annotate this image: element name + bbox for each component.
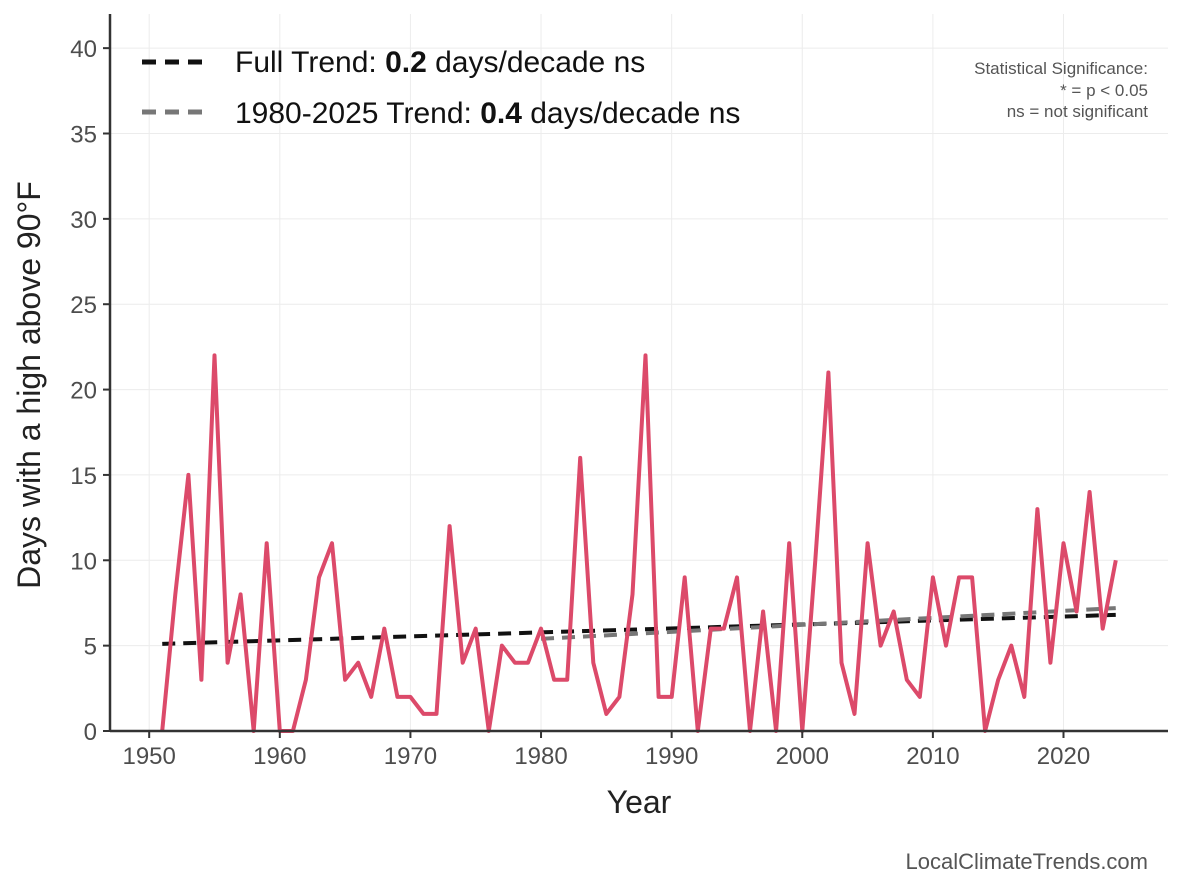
y-tick-label: 15 [70,463,97,490]
x-ticks: 1950 1960 1970 1980 1990 2000 2010 2020 [122,731,1090,770]
significance-line-1: Statistical Significance: [974,59,1148,78]
x-tick-label: 1970 [384,743,437,770]
y-tick-label: 5 [84,634,97,661]
legend-1980-trend-prefix: 1980-2025 Trend: [235,97,480,130]
x-tick-label: 1990 [645,743,698,770]
series-line [160,353,1118,733]
x-tick-label: 1950 [122,743,175,770]
recent-trend-line [540,606,1116,641]
legend-label-1980-trend: 1980-2025 Trend: 0.4 days/decade ns [235,97,740,130]
y-tick-label: 25 [70,292,97,319]
y-tick-label: 40 [70,36,97,63]
legend-1980-trend-suffix: days/decade ns [522,97,740,130]
y-ticks: 0 5 10 15 20 25 30 35 40 [70,36,110,746]
trend-lines [162,606,1116,646]
x-tick-label: 2000 [776,743,829,770]
gridlines [110,14,1168,731]
source-credit: LocalClimateTrends.com [906,849,1149,874]
legend-full-trend-suffix: days/decade ns [427,46,645,79]
y-tick-label: 30 [70,207,97,234]
y-tick-label: 10 [70,548,97,575]
data-series [160,353,1118,733]
significance-line-2: * = p < 0.05 [1060,81,1148,100]
x-axis-title: Year [607,784,672,820]
legend-label-full-trend: Full Trend: 0.2 days/decade ns [235,46,645,79]
legend-full-trend-prefix: Full Trend: [235,46,385,79]
legend: Full Trend: 0.2 days/decade ns 1980-2025… [142,46,740,130]
y-tick-label: 20 [70,378,97,405]
x-tick-label: 2010 [906,743,959,770]
x-tick-label: 1980 [514,743,567,770]
x-tick-label: 1960 [253,743,306,770]
legend-1980-trend-value: 0.4 [480,97,522,130]
y-tick-label: 0 [84,719,97,746]
significance-line-3: ns = not significant [1007,102,1149,121]
legend-full-trend-value: 0.2 [385,46,427,79]
significance-note: Statistical Significance: * = p < 0.05 n… [974,59,1148,121]
y-axis-title: Days with a high above 90°F [11,181,47,589]
y-tick-label: 35 [70,122,97,149]
full-trend-line [162,612,1116,646]
x-tick-label: 2020 [1037,743,1090,770]
